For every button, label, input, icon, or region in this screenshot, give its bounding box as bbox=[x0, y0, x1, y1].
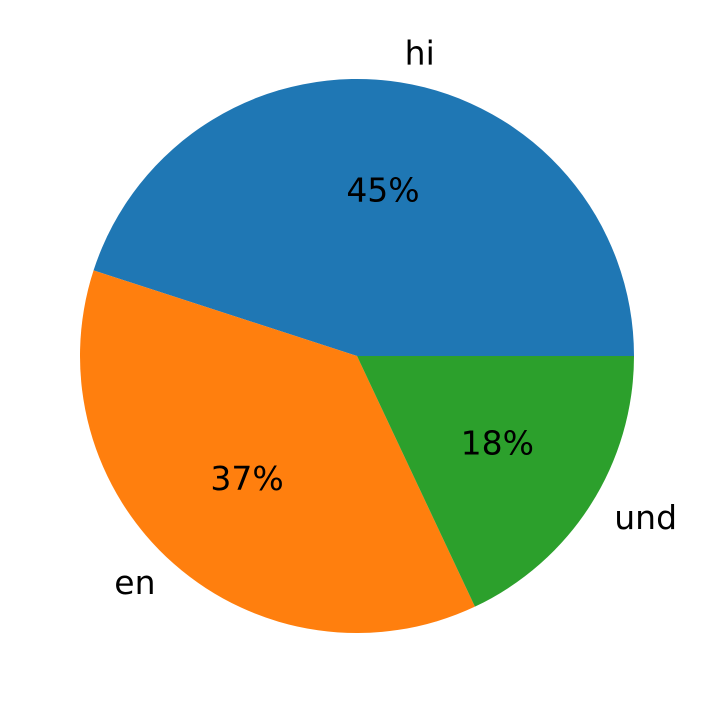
slice-percent-en: 37% bbox=[210, 459, 283, 498]
pie-slice-hi bbox=[93, 79, 634, 356]
pie-slice-en bbox=[79, 270, 475, 634]
slice-percent-und: 18% bbox=[461, 424, 534, 463]
slice-percent-hi: 45% bbox=[346, 170, 419, 209]
pie-slice-und bbox=[357, 356, 634, 607]
slice-label-und: und bbox=[614, 498, 677, 537]
slice-label-hi: hi bbox=[405, 34, 435, 73]
slice-label-en: en bbox=[114, 563, 155, 602]
